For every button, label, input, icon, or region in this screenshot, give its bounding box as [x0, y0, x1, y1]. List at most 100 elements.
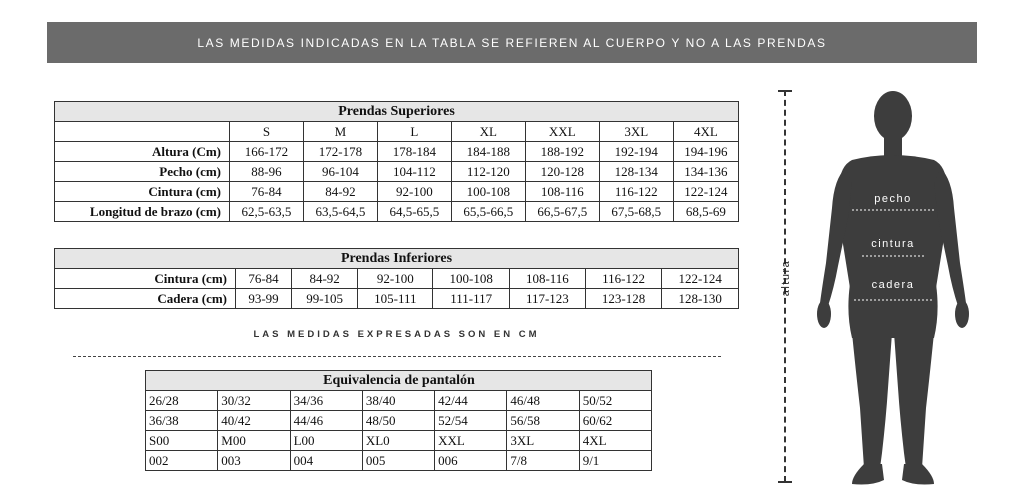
table-cell: S00 [144, 430, 219, 451]
table-cell: 46/48 [506, 390, 580, 411]
row-label: Altura (Cm) [54, 141, 230, 162]
table-cell: 96-104 [302, 161, 378, 182]
table-cell: 64,5-65,5 [376, 201, 452, 222]
table-cell: 3XL [506, 430, 580, 451]
dashed-divider [73, 356, 721, 357]
human-body-silhouette-icon: pecho cintura cadera [812, 88, 974, 488]
table-row: S00 M00 L00 XL0 XXL 3XL 4XL [144, 430, 653, 451]
banner-text: LAS MEDIDAS INDICADAS EN LA TABLA SE REF… [197, 35, 827, 50]
table-cell: 76-84 [235, 268, 292, 289]
table-title: Equivalencia de pantalón [145, 370, 652, 391]
row-label: Cintura (cm) [54, 181, 230, 202]
table-cell: 34/36 [289, 390, 363, 411]
cadera-label: cadera [871, 279, 915, 291]
table-cell: 128-134 [598, 161, 674, 182]
table-cell: 122-124 [661, 268, 739, 289]
table-cell: 50/52 [578, 390, 653, 411]
table-cell: 99-105 [290, 288, 359, 309]
table-cell: M00 [217, 430, 291, 451]
table-cell: 123-128 [584, 288, 663, 309]
silhouette-shape [817, 91, 969, 485]
altura-label: altura [780, 259, 792, 297]
table-row: Altura (Cm) 166-172 172-178 178-184 184-… [54, 141, 740, 162]
table-cell: 006 [434, 450, 508, 471]
table-cell: 100-108 [432, 268, 510, 289]
table-row: Pecho (cm) 88-96 96-104 104-112 112-120 … [54, 161, 740, 182]
size-header: L [376, 121, 452, 142]
table-title: Prendas Inferiores [54, 248, 739, 269]
table-cell: 105-111 [357, 288, 434, 309]
table-cell: 4XL [578, 430, 653, 451]
empty-cell [54, 121, 230, 142]
table-cell: 005 [361, 450, 436, 471]
size-header: S [229, 121, 304, 142]
table-cell: 134-136 [672, 161, 740, 182]
table-cell: 44/46 [289, 410, 363, 431]
table-row: Cintura (cm) 76-84 84-92 92-100 100-108 … [54, 181, 740, 202]
table-row: Cadera (cm) 93-99 99-105 105-111 111-117… [54, 288, 739, 309]
table-cell: 67,5-68,5 [598, 201, 674, 222]
table-cell: 93-99 [235, 288, 292, 309]
table-cell: 004 [289, 450, 363, 471]
table-cell: 36/38 [144, 410, 219, 431]
table-cell: 188-192 [524, 141, 600, 162]
table-cell: 84-92 [290, 268, 359, 289]
row-label: Pecho (cm) [54, 161, 230, 182]
table-cell: 184-188 [450, 141, 526, 162]
table-cell: XL0 [361, 430, 436, 451]
table-cell: 63,5-64,5 [302, 201, 378, 222]
table-cell: 56/58 [506, 410, 580, 431]
size-header: M [302, 121, 378, 142]
table-row: Cintura (cm) 76-84 84-92 92-100 100-108 … [54, 268, 739, 289]
table-cell: 194-196 [672, 141, 740, 162]
header-banner: LAS MEDIDAS INDICADAS EN LA TABLA SE REF… [47, 22, 977, 63]
row-label: Cadera (cm) [54, 288, 236, 309]
table-cell: 92-100 [376, 181, 452, 202]
table-cell: 116-122 [598, 181, 674, 202]
table-row: 26/28 30/32 34/36 38/40 42/44 46/48 50/5… [144, 390, 653, 411]
table-cell: 42/44 [434, 390, 508, 411]
table-cell: 166-172 [229, 141, 304, 162]
silhouette-svg [817, 91, 969, 485]
table-cell: 7/8 [506, 450, 580, 471]
table-cell: 38/40 [361, 390, 436, 411]
table-cell: 172-178 [302, 141, 378, 162]
table-cell: 108-116 [508, 268, 586, 289]
table-cell: 68,5-69 [672, 201, 740, 222]
table-cell: 48/50 [361, 410, 436, 431]
table-cell: 52/54 [434, 410, 508, 431]
table-cell: 003 [217, 450, 291, 471]
table-cell: 62,5-63,5 [229, 201, 304, 222]
table-cell: 192-194 [598, 141, 674, 162]
table-cell: 178-184 [376, 141, 452, 162]
table-cell: 88-96 [229, 161, 304, 182]
height-measure-line [784, 90, 786, 482]
equivalencia-table: Equivalencia de pantalón 26/28 30/32 34/… [144, 370, 653, 471]
table-cell: 66,5-67,5 [524, 201, 600, 222]
row-label: Cintura (cm) [54, 268, 236, 289]
table-cell: 108-116 [524, 181, 600, 202]
measure-lines [852, 209, 934, 301]
table-cell: 60/62 [578, 410, 653, 431]
table-cell: 26/28 [144, 390, 219, 411]
pecho-label: pecho [874, 193, 912, 205]
size-header: XXL [524, 121, 600, 142]
prendas-superiores-table: Prendas Superiores S M L XL XXL 3XL 4XL … [54, 101, 740, 222]
cintura-label: cintura [871, 238, 915, 250]
table-row: Longitud de brazo (cm) 62,5-63,5 63,5-64… [54, 201, 740, 222]
table-cell: 104-112 [376, 161, 452, 182]
table-cell: 40/42 [217, 410, 291, 431]
table-cell: XXL [434, 430, 508, 451]
table-row: 002 003 004 005 006 7/8 9/1 [144, 450, 653, 471]
table-cell: 9/1 [578, 450, 653, 471]
table-cell: 84-92 [302, 181, 378, 202]
row-label: Longitud de brazo (cm) [54, 201, 230, 222]
table-cell: 116-122 [584, 268, 663, 289]
table-cell: 76-84 [229, 181, 304, 202]
table-cell: 30/32 [217, 390, 291, 411]
size-header: 4XL [672, 121, 740, 142]
table-cell: 002 [144, 450, 219, 471]
size-header: 3XL [598, 121, 674, 142]
table-row: 36/38 40/42 44/46 48/50 52/54 56/58 60/6… [144, 410, 653, 431]
table-cell: 117-123 [508, 288, 586, 309]
